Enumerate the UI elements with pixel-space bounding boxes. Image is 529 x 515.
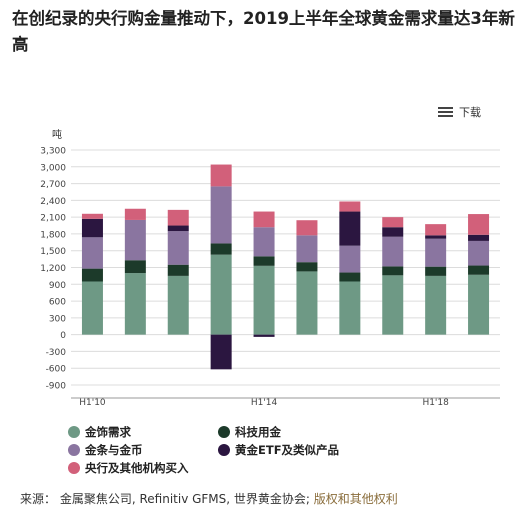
y-axis-label: 吨 bbox=[52, 128, 62, 141]
bar-segment bbox=[124, 219, 146, 261]
bar-segment bbox=[382, 275, 404, 335]
legend-label: 央行及其他机构买入 bbox=[85, 461, 189, 475]
y-tick-label: 3,300 bbox=[40, 147, 66, 157]
bar-segment bbox=[253, 256, 275, 266]
bar-segment bbox=[167, 209, 189, 226]
legend-label: 金饰需求 bbox=[85, 425, 131, 439]
legend-swatch bbox=[68, 462, 80, 474]
legend-item[interactable]: 央行及其他机构买入 bbox=[68, 460, 218, 476]
x-tick-label: H1'14 bbox=[251, 398, 278, 408]
bar-segment bbox=[425, 238, 447, 267]
rights-link[interactable]: 版权和其他权利 bbox=[313, 492, 398, 506]
bar-segment bbox=[167, 264, 189, 276]
bar-segment bbox=[81, 281, 103, 335]
legend-label: 金条与金币 bbox=[85, 443, 143, 457]
bar-segment bbox=[468, 240, 490, 266]
bar-segment bbox=[210, 254, 232, 335]
bar-segment bbox=[210, 186, 232, 244]
bar-segment bbox=[339, 272, 361, 282]
y-tick-label: 1,200 bbox=[40, 264, 66, 274]
source-text: 金属聚焦公司, Refinitiv GFMS, 世界黄金协会; bbox=[59, 492, 310, 506]
bar-segment bbox=[425, 224, 447, 236]
bar-segment bbox=[468, 234, 490, 241]
y-tick-label: -600 bbox=[46, 365, 67, 375]
legend-swatch bbox=[68, 444, 80, 456]
source-prefix: 来源： bbox=[20, 492, 57, 506]
download-label: 下载 bbox=[459, 106, 481, 119]
bar-segment bbox=[253, 265, 275, 335]
bar-segment bbox=[339, 201, 361, 212]
legend-item[interactable]: 金条与金币 bbox=[68, 442, 218, 458]
y-tick-label: 2,700 bbox=[40, 180, 66, 190]
bar-segment bbox=[339, 281, 361, 335]
legend-label: 黄金ETF及类似产品 bbox=[235, 443, 340, 457]
legend-item[interactable]: 金饰需求 bbox=[68, 424, 218, 440]
bar-segment bbox=[425, 235, 447, 239]
bar-segment bbox=[124, 273, 146, 335]
bar-segment bbox=[296, 235, 318, 263]
legend-item[interactable]: 科技用金 bbox=[218, 424, 398, 440]
legend: 金饰需求 科技用金金条与金币 黄金ETF及类似产品央行及其他机构买入 bbox=[68, 424, 398, 476]
bar-segment bbox=[296, 262, 318, 272]
bar-segment bbox=[210, 334, 232, 370]
bar-segment bbox=[167, 225, 189, 232]
bar-segment bbox=[468, 265, 490, 275]
bar-segment bbox=[81, 218, 103, 238]
bar-segment bbox=[81, 268, 103, 282]
y-tick-label: -300 bbox=[46, 348, 67, 358]
bar-segment bbox=[339, 211, 361, 246]
bar-segment bbox=[167, 275, 189, 335]
bar-segment bbox=[124, 208, 146, 220]
bar-segment bbox=[468, 274, 490, 335]
bar-segment bbox=[382, 236, 404, 267]
y-tick-label: 3,000 bbox=[40, 163, 66, 173]
bar-segment bbox=[81, 237, 103, 269]
x-tick-label: H1'18 bbox=[422, 398, 449, 408]
x-tick-label: H1'10 bbox=[79, 398, 106, 408]
bar-segment bbox=[81, 213, 103, 219]
bar-segment bbox=[210, 164, 232, 187]
y-tick-label: 900 bbox=[49, 281, 66, 291]
y-tick-label: 300 bbox=[49, 314, 66, 324]
bar-segment bbox=[167, 231, 189, 265]
bar-segment bbox=[382, 266, 404, 276]
y-tick-label: -900 bbox=[46, 382, 67, 392]
stacked-bar-chart: 吨 -900 -600 -300 0 300 600 900 1,200 1,500 1,800 2,… bbox=[40, 128, 500, 408]
bar-segment bbox=[253, 211, 275, 228]
bar-segment bbox=[382, 217, 404, 228]
bar-segment bbox=[296, 220, 318, 236]
bar-segment bbox=[296, 271, 318, 335]
bar-segment bbox=[253, 227, 275, 257]
bar-segment bbox=[339, 245, 361, 273]
legend-swatch bbox=[218, 444, 230, 456]
legend-item[interactable]: 黄金ETF及类似产品 bbox=[218, 442, 398, 458]
bar-segment bbox=[425, 275, 447, 335]
page-title: 在创纪录的央行购金量推动下，2019上半年全球黄金需求量达3年新高 bbox=[12, 9, 515, 54]
legend-swatch bbox=[218, 426, 230, 438]
bar-segment bbox=[210, 243, 232, 255]
legend-swatch bbox=[68, 426, 80, 438]
y-tick-label: 600 bbox=[49, 298, 66, 308]
y-tick-label: 1,800 bbox=[40, 230, 66, 240]
y-tick-label: 1,500 bbox=[40, 247, 66, 257]
bar-segment bbox=[124, 260, 146, 274]
source-note: 来源： 金属聚焦公司, Refinitiv GFMS, 世界黄金协会; 版权和其… bbox=[20, 490, 398, 507]
bar-segment bbox=[468, 214, 490, 235]
bar-segment bbox=[382, 227, 404, 237]
y-tick-label: 2,400 bbox=[40, 197, 66, 207]
legend-label: 科技用金 bbox=[235, 425, 281, 439]
y-tick-label: 0 bbox=[60, 331, 66, 341]
download-button[interactable]: 下载 bbox=[438, 104, 481, 120]
y-tick-label: 2,100 bbox=[40, 214, 66, 224]
bar-segment bbox=[425, 266, 447, 276]
menu-icon bbox=[438, 105, 453, 119]
bar-segment bbox=[253, 334, 275, 337]
